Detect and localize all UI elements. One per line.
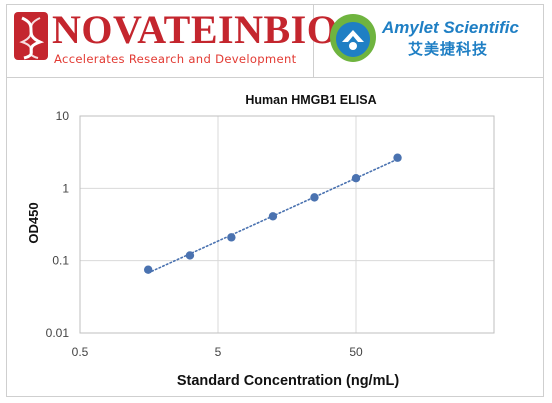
amylet-logo-icon bbox=[330, 14, 376, 62]
amylet-name: Amylet Scientific bbox=[382, 18, 519, 37]
data-point bbox=[143, 265, 153, 274]
header-divider bbox=[313, 4, 314, 78]
chart-title: Human HMGB1 ELISA bbox=[245, 93, 376, 107]
novateinbio-name: NOVATEINBIO bbox=[52, 7, 339, 52]
figure-frame bbox=[6, 4, 544, 397]
amylet-chinese-name: 艾美捷科技 bbox=[408, 40, 489, 58]
y-axis-label: OD450 bbox=[26, 202, 41, 243]
data-point bbox=[268, 212, 278, 221]
y-tick-label: 1 bbox=[62, 181, 69, 195]
novateinbio-dna-logo-icon bbox=[14, 12, 48, 60]
data-point bbox=[351, 174, 361, 183]
plot-area-border bbox=[79, 115, 495, 334]
data-points bbox=[143, 153, 402, 274]
tick-labels: 0.5 5 50 0.01 0.1 1 10 bbox=[46, 109, 363, 359]
data-point bbox=[185, 251, 195, 260]
y-tick-label: 0.01 bbox=[46, 326, 70, 340]
data-point bbox=[310, 193, 319, 202]
y-tick-label: 0.1 bbox=[52, 254, 69, 268]
x-tick-label: 5 bbox=[215, 345, 222, 359]
x-axis-label: Standard Concentration (ng/mL) bbox=[177, 373, 400, 389]
y-tick-label: 10 bbox=[56, 109, 70, 123]
data-point bbox=[227, 233, 236, 242]
x-tick-label: 50 bbox=[349, 345, 363, 359]
novateinbio-tagline: Accelerates Research and Development bbox=[54, 52, 297, 66]
chart-grid bbox=[79, 115, 494, 334]
data-point bbox=[393, 153, 402, 162]
brand-header bbox=[6, 4, 544, 78]
x-tick-label: 0.5 bbox=[72, 345, 89, 359]
